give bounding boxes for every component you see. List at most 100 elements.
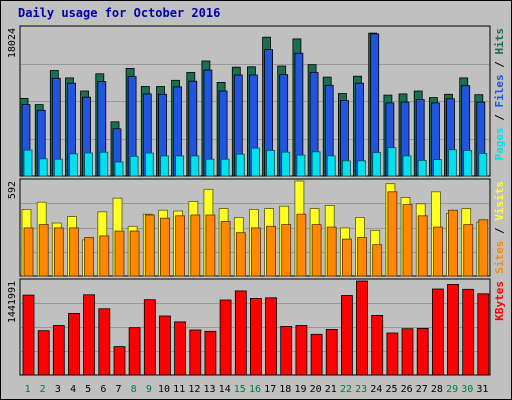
bar-sites-day-23 bbox=[357, 237, 367, 277]
bar-sites-day-8 bbox=[129, 230, 140, 277]
bar-kbytes-day-10 bbox=[159, 315, 171, 376]
bar-kbytes-day-16 bbox=[249, 297, 262, 376]
y-max-label-kbytes: 1441991 bbox=[7, 281, 18, 323]
bar-kbytes-day-13 bbox=[204, 330, 217, 376]
bar-kbytes-day-1 bbox=[22, 294, 35, 376]
bar-pages-day-25 bbox=[387, 147, 397, 177]
bar-kbytes-day-14 bbox=[219, 299, 232, 376]
bar-pages-day-4 bbox=[69, 153, 78, 177]
legend-label-kbytes: KBytes bbox=[493, 281, 506, 321]
legend-visits: Sites / Visits bbox=[493, 181, 506, 274]
bar-pages-day-16 bbox=[250, 147, 260, 177]
bar-sites-day-11 bbox=[175, 215, 186, 277]
bar-pages-day-1 bbox=[23, 149, 33, 177]
x-tick-label-day-14: 14 bbox=[219, 384, 231, 395]
bar-pages-day-23 bbox=[357, 160, 366, 177]
bar-sites-day-10 bbox=[160, 217, 170, 277]
x-tick-label-day-7: 7 bbox=[115, 384, 121, 395]
legend-label-pages: Pages bbox=[493, 127, 506, 160]
bar-sites-day-7 bbox=[114, 230, 125, 277]
bar-sites-day-6 bbox=[99, 235, 110, 277]
bar-pages-day-29 bbox=[448, 149, 457, 177]
bar-kbytes-day-2 bbox=[37, 330, 50, 376]
bar-pages-day-10 bbox=[160, 155, 169, 177]
bar-pages-day-6 bbox=[99, 151, 109, 177]
x-tick-label-day-31: 31 bbox=[476, 384, 488, 395]
bar-sites-day-2 bbox=[38, 224, 49, 277]
bar-sites-day-30 bbox=[463, 224, 474, 277]
x-tick-label-day-2: 2 bbox=[40, 384, 46, 395]
bar-pages-day-12 bbox=[190, 155, 200, 177]
bar-kbytes-day-26 bbox=[401, 328, 414, 376]
x-tick-label-day-25: 25 bbox=[385, 384, 397, 395]
bar-pages-day-26 bbox=[402, 155, 412, 177]
bar-sites-day-28 bbox=[432, 226, 443, 277]
bar-kbytes-day-22 bbox=[340, 295, 353, 376]
bar-pages-day-19 bbox=[296, 154, 306, 177]
x-tick-label-day-23: 23 bbox=[355, 384, 367, 395]
bar-sites-day-15 bbox=[235, 232, 246, 277]
x-tick-label-day-27: 27 bbox=[416, 384, 428, 395]
bar-sites-day-14 bbox=[220, 220, 231, 277]
bar-sites-day-31 bbox=[478, 219, 489, 277]
x-tick-label-day-9: 9 bbox=[146, 384, 152, 395]
bar-sites-day-22 bbox=[341, 238, 352, 277]
y-max-label-hits: 18024 bbox=[7, 28, 18, 58]
bar-sites-day-1 bbox=[23, 227, 34, 277]
bar-sites-day-24 bbox=[372, 244, 383, 277]
chart-title: Daily usage for October 2016 bbox=[18, 6, 221, 20]
bar-kbytes-day-17 bbox=[265, 297, 278, 376]
bar-pages-day-15 bbox=[235, 153, 245, 177]
x-tick-label-day-30: 30 bbox=[461, 384, 473, 395]
bar-pages-day-18 bbox=[281, 151, 291, 177]
bar-kbytes-day-30 bbox=[462, 288, 475, 376]
bar-sites-day-13 bbox=[205, 214, 216, 277]
bar-pages-day-22 bbox=[341, 160, 351, 177]
x-tick-label-day-1: 1 bbox=[25, 384, 31, 395]
legend-separator: / bbox=[493, 221, 506, 241]
bar-kbytes-day-6 bbox=[98, 308, 111, 376]
bar-kbytes-day-25 bbox=[386, 332, 399, 376]
x-tick-label-day-19: 19 bbox=[294, 384, 306, 395]
x-tick-label-day-28: 28 bbox=[431, 384, 443, 395]
bar-sites-day-19 bbox=[296, 213, 307, 277]
x-tick-label-day-11: 11 bbox=[173, 384, 185, 395]
x-tick-label-day-13: 13 bbox=[203, 384, 215, 395]
bar-sites-day-3 bbox=[53, 227, 64, 277]
bar-sites-day-17 bbox=[266, 225, 277, 277]
x-tick-label-day-22: 22 bbox=[340, 384, 352, 395]
bar-sites-day-25 bbox=[387, 191, 398, 277]
bar-sites-day-21 bbox=[326, 226, 337, 277]
x-tick-label-day-12: 12 bbox=[188, 384, 200, 395]
bar-kbytes-day-20 bbox=[310, 333, 323, 376]
bar-kbytes-day-11 bbox=[174, 321, 187, 376]
legend-label-hits: Hits bbox=[493, 28, 506, 55]
bar-kbytes-day-12 bbox=[189, 329, 202, 376]
legend-label-sites: Sites bbox=[493, 241, 506, 274]
bar-pages-day-9 bbox=[144, 152, 154, 177]
x-tick-label-day-4: 4 bbox=[70, 384, 76, 395]
bar-kbytes-day-7 bbox=[113, 346, 126, 376]
y-max-label-visits: 592 bbox=[7, 181, 18, 199]
bar-pages-day-13 bbox=[205, 158, 215, 177]
bar-sites-day-27 bbox=[417, 215, 428, 277]
legend-hits: Pages / Files / Hits bbox=[493, 28, 506, 161]
legend-separator: / bbox=[493, 108, 506, 128]
x-tick-label-day-8: 8 bbox=[131, 384, 137, 395]
bar-pages-day-20 bbox=[311, 151, 321, 177]
bar-pages-day-30 bbox=[463, 150, 473, 177]
bar-pages-day-2 bbox=[38, 158, 48, 177]
bar-kbytes-day-5 bbox=[83, 294, 95, 376]
x-tick-label-day-5: 5 bbox=[85, 384, 91, 395]
bar-kbytes-day-21 bbox=[325, 328, 338, 376]
x-tick-label-day-29: 29 bbox=[446, 384, 458, 395]
bar-pages-day-7 bbox=[114, 161, 124, 177]
bar-kbytes-day-23 bbox=[356, 280, 368, 376]
legend-label-visits: Visits bbox=[493, 181, 506, 221]
bar-pages-day-27 bbox=[417, 159, 427, 177]
bar-sites-day-5 bbox=[84, 237, 94, 277]
legend-separator: / bbox=[493, 55, 506, 75]
x-tick-label-day-10: 10 bbox=[158, 384, 170, 395]
bar-kbytes-day-27 bbox=[416, 327, 429, 376]
